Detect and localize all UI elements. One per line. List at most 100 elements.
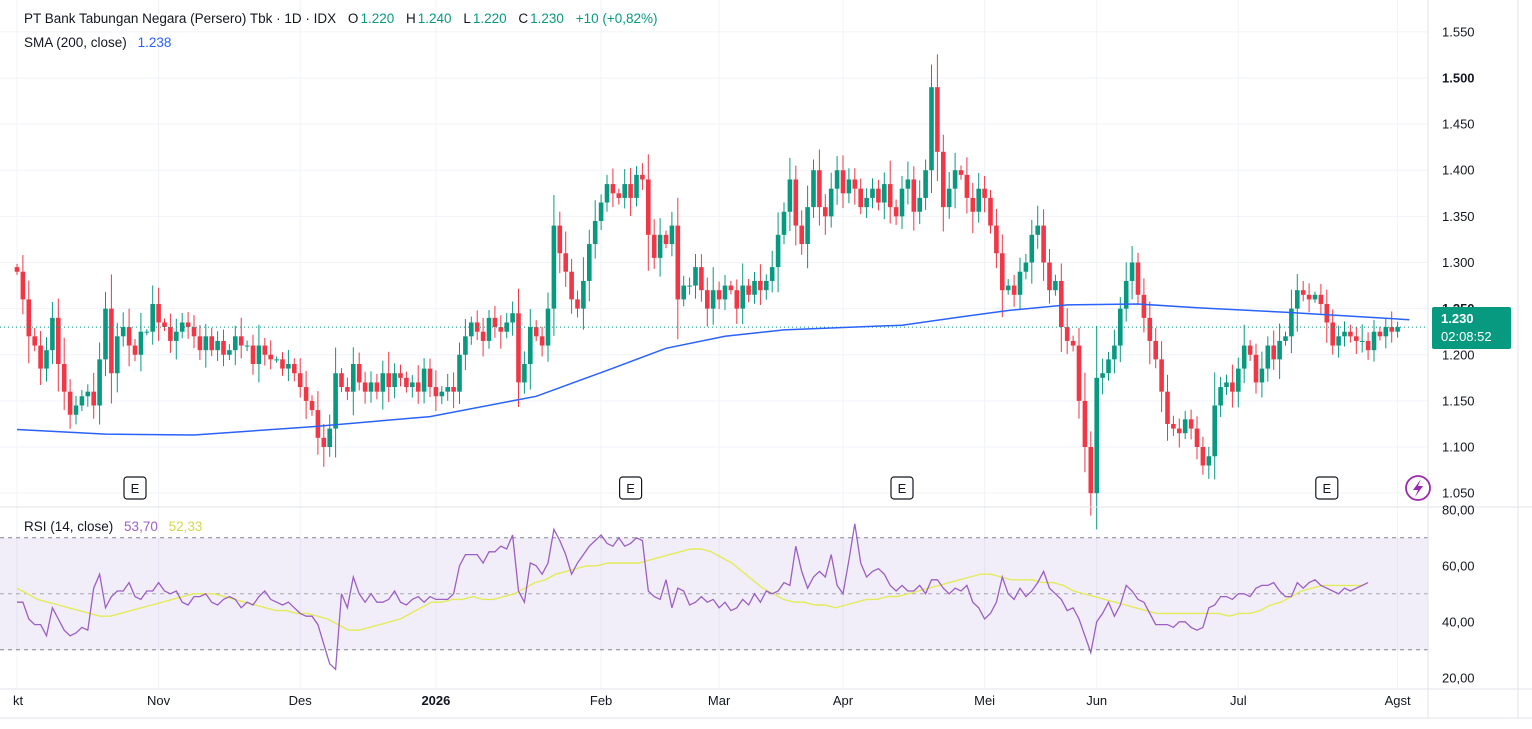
candle-body bbox=[1017, 271, 1023, 295]
candle bbox=[203, 324, 209, 368]
candle bbox=[469, 316, 474, 345]
candle bbox=[616, 188, 622, 205]
candle-body bbox=[817, 170, 822, 208]
candle bbox=[793, 165, 799, 246]
candle bbox=[32, 328, 37, 352]
candle bbox=[144, 329, 150, 336]
candle-body bbox=[687, 285, 692, 287]
earnings-marker[interactable]: E bbox=[123, 476, 147, 500]
earnings-marker[interactable]: E bbox=[618, 476, 643, 500]
candle bbox=[433, 370, 439, 412]
candle bbox=[1348, 324, 1353, 343]
candle bbox=[457, 342, 462, 404]
candle-body bbox=[26, 299, 32, 337]
candle-body bbox=[651, 234, 657, 258]
candle-body bbox=[274, 359, 279, 361]
candle-body bbox=[67, 391, 73, 415]
candle bbox=[191, 315, 197, 349]
change-value: +10 (+0,82%) bbox=[575, 11, 658, 26]
time-tick-label: 2026 bbox=[421, 693, 450, 708]
candle bbox=[156, 287, 161, 341]
candle bbox=[510, 301, 515, 336]
earnings-marker-box bbox=[890, 476, 914, 500]
earnings-marker[interactable]: E bbox=[890, 476, 914, 500]
high-value: 1.240 bbox=[417, 11, 452, 26]
candle bbox=[492, 305, 498, 338]
candle-body bbox=[1218, 387, 1223, 406]
candle bbox=[474, 310, 480, 341]
candle bbox=[150, 285, 155, 345]
candle bbox=[185, 312, 191, 339]
price-tick-label: 1.400 bbox=[1442, 163, 1475, 178]
candle bbox=[1247, 340, 1253, 361]
candle-body bbox=[386, 373, 391, 388]
candle bbox=[439, 386, 445, 405]
price-tick-label: 1.200 bbox=[1442, 347, 1475, 362]
candle bbox=[1224, 374, 1229, 395]
candle-body bbox=[1011, 285, 1017, 295]
candle bbox=[262, 337, 268, 366]
candle bbox=[138, 312, 144, 372]
candle bbox=[333, 347, 338, 458]
candle-body bbox=[174, 331, 179, 341]
rsi-legend[interactable]: RSI (14, close) 53,70 52,33 bbox=[24, 519, 204, 534]
time-tick-label: kt bbox=[13, 693, 24, 708]
candle-body bbox=[522, 363, 527, 383]
candle bbox=[893, 199, 899, 225]
symbol-title[interactable]: PT Bank Tabungan Negara (Persero) Tbk · … bbox=[24, 11, 337, 26]
candle bbox=[799, 210, 804, 255]
candle bbox=[1371, 320, 1377, 362]
candle-body bbox=[215, 340, 220, 351]
price-tick-label: 1.300 bbox=[1442, 255, 1475, 270]
candle-body bbox=[327, 428, 332, 448]
candle bbox=[1182, 410, 1188, 440]
candle-body bbox=[1253, 354, 1259, 383]
candle-body bbox=[427, 368, 433, 388]
candle bbox=[1017, 257, 1023, 309]
candle-body bbox=[610, 184, 616, 194]
candle-body bbox=[569, 271, 574, 300]
candle-body bbox=[964, 174, 970, 198]
candle bbox=[1336, 325, 1341, 358]
rsi-label: RSI (14, close) bbox=[24, 519, 114, 534]
candle-body bbox=[439, 391, 445, 397]
candle bbox=[1300, 280, 1306, 302]
sma-legend[interactable]: SMA (200, close) 1.238 bbox=[24, 35, 173, 50]
candle-body bbox=[923, 170, 928, 198]
candle bbox=[1253, 343, 1259, 394]
candle bbox=[1359, 324, 1365, 353]
candle-body bbox=[315, 410, 321, 438]
candle-body bbox=[1135, 262, 1141, 295]
candle-body bbox=[1212, 405, 1217, 457]
candle bbox=[1064, 308, 1070, 355]
candle-body bbox=[1371, 331, 1377, 351]
candle-body bbox=[587, 244, 592, 281]
close-label: C bbox=[518, 11, 529, 26]
candle-body bbox=[887, 184, 893, 208]
candle bbox=[528, 309, 533, 390]
candle bbox=[946, 172, 952, 219]
open-label: O bbox=[347, 11, 359, 26]
time-tick-label: Agst bbox=[1385, 693, 1411, 708]
candle-body bbox=[604, 184, 610, 203]
candle-body bbox=[764, 280, 769, 291]
flash-icon[interactable] bbox=[1405, 475, 1431, 501]
candle-body bbox=[185, 322, 191, 328]
candle bbox=[374, 373, 380, 400]
candle bbox=[1000, 234, 1005, 318]
candle bbox=[887, 160, 893, 224]
candle-body bbox=[168, 327, 173, 341]
earnings-marker[interactable]: E bbox=[1315, 476, 1339, 500]
candle-body bbox=[781, 211, 787, 235]
candle bbox=[91, 372, 96, 419]
candle bbox=[1206, 446, 1212, 479]
candle bbox=[1023, 253, 1029, 280]
candle-body bbox=[893, 207, 899, 217]
candle bbox=[970, 182, 976, 234]
candle-body bbox=[362, 382, 368, 392]
candle-body bbox=[333, 373, 338, 429]
candle-body bbox=[1147, 317, 1153, 341]
candle bbox=[1230, 364, 1235, 408]
